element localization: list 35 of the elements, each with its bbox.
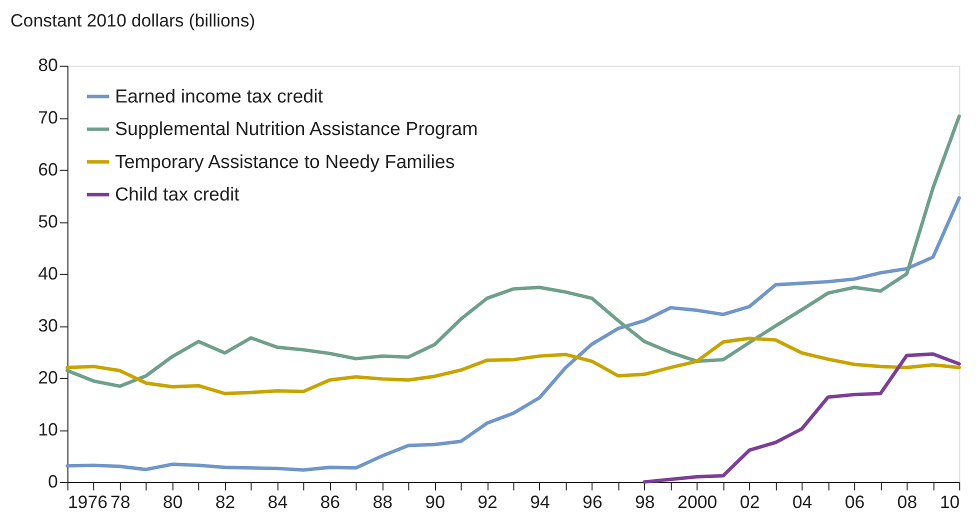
y-tick-label: 80: [38, 55, 58, 76]
x-tick-label: 08: [897, 492, 918, 512]
y-tick-label: 40: [38, 263, 58, 284]
x-tick-label: 1976: [68, 492, 108, 512]
x-tick-label: 84: [268, 492, 288, 512]
line-series: [66, 336, 961, 396]
legend-label: Temporary Assistance to Needy Families: [114, 150, 455, 172]
x-tick-label: 90: [425, 492, 446, 512]
y-tick-label: 70: [38, 107, 58, 128]
y-tick-label: 50: [38, 211, 58, 232]
y-tick-label: 60: [38, 159, 58, 180]
x-tick-label: 98: [635, 492, 655, 512]
line-series: [66, 114, 961, 388]
y-tick-label: 30: [38, 315, 58, 336]
y-axis-title: Constant 2010 dollars (billions): [10, 10, 256, 31]
legend-label: Supplemental Nutrition Assistance Program: [114, 118, 478, 140]
x-tick-label: 06: [844, 492, 865, 512]
x-tick-label: 80: [162, 492, 183, 512]
x-tick-label: 88: [372, 492, 393, 512]
x-tick-label: 96: [582, 492, 602, 512]
x-tick-label: 86: [320, 492, 340, 512]
y-tick-label: 0: [48, 471, 58, 492]
y-tick-label: 10: [38, 419, 58, 440]
y-tick-label: 20: [38, 367, 58, 388]
x-tick-label: 2000: [678, 492, 718, 512]
x-tick-label: 92: [478, 492, 498, 512]
x-tick-label: 02: [740, 492, 760, 512]
legend-label: Earned income tax credit: [114, 85, 324, 106]
x-tick-label: 94: [530, 492, 550, 512]
x-tick-label: 04: [792, 492, 812, 512]
x-tick-label: 78: [110, 492, 130, 512]
x-tick-label: 82: [215, 492, 236, 512]
line-series: [642, 352, 961, 484]
legend-label: Child tax credit: [114, 184, 240, 205]
x-tick-label: 10: [940, 492, 960, 512]
